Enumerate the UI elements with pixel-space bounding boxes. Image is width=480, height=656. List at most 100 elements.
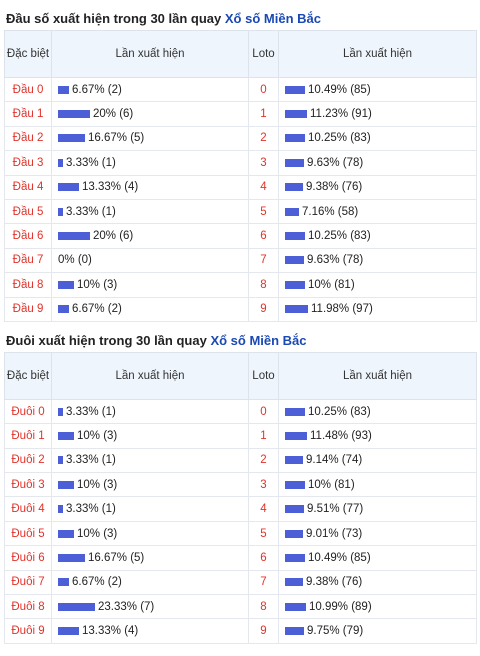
special-bar (58, 110, 90, 119)
special-cell: 0% (0) (51, 247, 249, 274)
loto-number: 2 (248, 125, 279, 152)
section-title-text: Đuôi xuất hiện trong 30 lần quay (6, 332, 207, 348)
special-value: 3.33% (1) (66, 205, 116, 218)
loto-bar (285, 158, 304, 167)
loto-bar (285, 183, 303, 192)
table-row: Đầu 1 20% (6) 1 11.23% (91) (4, 101, 477, 127)
special-cell: 23.33% (7) (51, 594, 249, 620)
table-row: Đuôi 4 3.33% (1) 4 9.51% (77) (4, 496, 477, 522)
row-label: Đuôi 0 (4, 398, 52, 425)
special-bar (58, 553, 85, 562)
table-row: Đầu 3 3.33% (1) 3 9.63% (78) (4, 150, 477, 176)
loto-bar (285, 578, 303, 587)
row-label: Đuôi 8 (4, 594, 52, 620)
header-loto-occurrence: Lần xuất hiện (278, 351, 477, 400)
special-cell: 20% (6) (51, 223, 249, 249)
table-row: Đuôi 3 10% (3) 3 10% (81) (4, 472, 477, 498)
loto-cell: 9.51% (77) (278, 496, 477, 522)
special-value: 13.33% (4) (82, 181, 139, 194)
loto-value: 11.23% (91) (310, 108, 372, 121)
header-occurrence: Lần xuất hiện (51, 351, 249, 400)
header-special: Đặc biệt (4, 30, 52, 78)
loto-bar (285, 207, 299, 216)
loto-number: 8 (248, 272, 279, 298)
row-label: Đuôi 9 (4, 618, 52, 644)
loto-number: 3 (248, 472, 279, 498)
special-value: 20% (6) (93, 108, 134, 121)
loto-value: 11.48% (93) (310, 429, 372, 442)
special-value: 6.67% (2) (72, 83, 122, 96)
special-bar (58, 158, 63, 167)
header-loto-occurrence: Lần xuất hiện (278, 30, 477, 78)
row-label: Đầu 1 (4, 101, 52, 127)
header-occurrence: Lần xuất hiện (51, 30, 249, 78)
loto-cell: 9.01% (73) (278, 520, 477, 547)
loto-value: 9.38% (76) (306, 576, 363, 589)
loto-bar (285, 232, 305, 241)
table-header-row: Đặc biệt Lần xuất hiện Loto Lần xuất hiệ… (4, 351, 477, 400)
row-label: Đầu 9 (4, 296, 52, 322)
table-row: Đầu 6 20% (6) 6 10.25% (83) (4, 223, 477, 249)
loto-cell: 10.49% (85) (278, 76, 477, 103)
special-bar (58, 280, 74, 289)
row-label: Đuôi 5 (4, 520, 52, 547)
loto-number: 5 (248, 198, 279, 225)
special-cell: 13.33% (4) (51, 174, 249, 200)
loto-number: 1 (248, 101, 279, 127)
special-value: 10% (3) (77, 278, 118, 291)
row-label: Đuôi 7 (4, 569, 52, 596)
row-label: Đầu 3 (4, 150, 52, 176)
row-label: Đuôi 1 (4, 423, 52, 449)
special-cell: 16.67% (5) (51, 125, 249, 152)
loto-number: 3 (248, 150, 279, 176)
header-loto: Loto (248, 351, 279, 400)
table-row: Đuôi 9 13.33% (4) 9 9.75% (79) (4, 618, 477, 644)
header-special: Đặc biệt (4, 351, 52, 400)
loto-bar (285, 602, 306, 611)
table-row: Đầu 5 3.33% (1) 5 7.16% (58) (4, 198, 477, 225)
loto-value: 10.25% (83) (308, 230, 371, 243)
special-cell: 6.67% (2) (51, 76, 249, 103)
section-title: Đầu số xuất hiện trong 30 lần quay Xổ số… (4, 8, 476, 30)
loto-value: 9.38% (76) (306, 181, 363, 194)
loto-value: 10% (81) (308, 478, 355, 491)
row-label: Đuôi 3 (4, 472, 52, 498)
special-bar (58, 407, 63, 416)
loto-value: 7.16% (58) (302, 205, 359, 218)
loto-cell: 7.16% (58) (278, 198, 477, 225)
loto-value: 9.75% (79) (307, 625, 364, 638)
loto-number: 7 (248, 569, 279, 596)
loto-bar (285, 305, 308, 314)
loto-number: 4 (248, 496, 279, 522)
loto-cell: 10.25% (83) (278, 223, 477, 249)
special-cell: 10% (3) (51, 472, 249, 498)
row-label: Đầu 6 (4, 223, 52, 249)
special-cell: 3.33% (1) (51, 150, 249, 176)
special-value: 20% (6) (93, 230, 134, 243)
table-row: Đầu 9 6.67% (2) 9 11.98% (97) (4, 296, 477, 322)
xsmb-link[interactable]: Xổ số Miền Bắc (224, 11, 321, 26)
loto-value: 10.49% (85) (308, 83, 371, 96)
loto-bar (285, 431, 307, 440)
loto-cell: 10% (81) (278, 472, 477, 498)
dau-stats-section: Đầu số xuất hiện trong 30 lần quay Xổ số… (4, 8, 477, 322)
special-cell: 13.33% (4) (51, 618, 249, 644)
special-bar (58, 480, 74, 489)
xsmb-link[interactable]: Xổ số Miền Bắc (210, 332, 307, 348)
special-bar (58, 85, 69, 94)
table-row: Đuôi 8 23.33% (7) 8 10.99% (89) (4, 594, 477, 620)
loto-number: 6 (248, 545, 279, 571)
loto-bar (285, 256, 304, 265)
row-label: Đuôi 2 (4, 447, 52, 474)
special-cell: 20% (6) (51, 101, 249, 127)
special-bar (58, 627, 79, 636)
loto-value: 10.25% (83) (308, 405, 371, 418)
special-value: 6.67% (2) (72, 303, 122, 316)
loto-number: 9 (248, 618, 279, 644)
header-loto: Loto (248, 30, 279, 78)
special-bar (58, 578, 69, 587)
section-title: Đuôi xuất hiện trong 30 lần quay Xổ số M… (4, 330, 476, 352)
loto-number: 1 (248, 423, 279, 449)
loto-bar (285, 110, 307, 119)
loto-bar (285, 407, 305, 416)
